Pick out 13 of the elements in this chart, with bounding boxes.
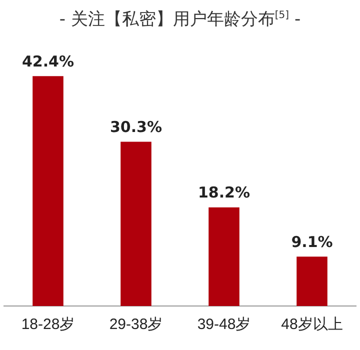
data-label: 42.4% xyxy=(22,52,74,70)
chart-title: - 关注【私密】用户年龄分布$^{[5]}$ - xyxy=(58,8,302,32)
data-label: 30.3% xyxy=(110,118,162,136)
bar xyxy=(296,256,328,306)
bar xyxy=(208,207,240,306)
x-tick-label: 39-48岁 xyxy=(197,316,251,334)
data-label: 9.1% xyxy=(291,233,333,252)
x-tick-label: 29-38岁 xyxy=(109,316,163,334)
data-label: 18.2% xyxy=(198,184,250,202)
bar xyxy=(32,76,64,306)
x-tick-label: 18-28岁 xyxy=(21,316,75,334)
bar xyxy=(120,142,152,306)
x-tick-label: 48岁以上 xyxy=(281,316,343,334)
